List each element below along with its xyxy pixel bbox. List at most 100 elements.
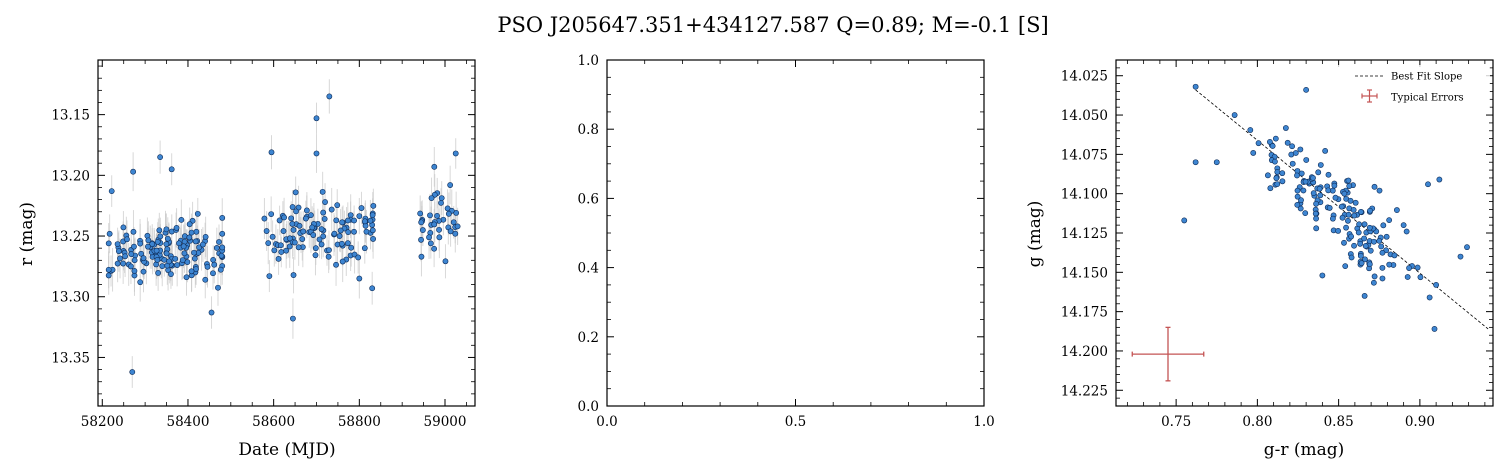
r-mag-point <box>344 240 351 247</box>
y-tick-label: 13.20 <box>51 168 90 184</box>
r-mag-point <box>211 261 218 268</box>
g-mag-point <box>1425 181 1431 188</box>
r-mag-point <box>418 219 425 226</box>
r-mag-point <box>216 239 222 245</box>
g-mag-point <box>1341 190 1348 197</box>
x-tick-label: 59000 <box>424 414 467 430</box>
light-curve-xlabel: Date (MJD) <box>238 440 335 460</box>
r-mag-point <box>213 245 220 251</box>
color-magnitude-ylabel: g (mag) <box>1025 201 1045 268</box>
g-mag-point <box>1464 244 1470 251</box>
g-mag-point <box>1312 210 1319 217</box>
r-mag-point <box>275 255 282 262</box>
g-mag-point <box>1279 170 1286 177</box>
r-mag-point <box>215 284 221 291</box>
g-mag-point <box>1361 293 1368 299</box>
r-mag-point <box>328 206 335 213</box>
g-mag-point <box>1347 197 1354 204</box>
r-mag-point <box>168 271 174 278</box>
x-tick-label: 0.90 <box>1405 414 1435 430</box>
r-mag-point <box>149 241 156 247</box>
r-mag-point <box>172 255 179 262</box>
r-mag-point <box>318 241 325 248</box>
g-mag-point <box>1362 243 1369 249</box>
g-mag-point <box>1361 235 1368 242</box>
g-mag-point <box>1351 212 1358 219</box>
g-mag-point <box>1370 279 1377 286</box>
r-mag-point <box>265 240 272 247</box>
r-mag-point <box>263 228 270 234</box>
axes-frame <box>606 59 985 407</box>
g-mag-point <box>1325 171 1332 178</box>
g-mag-point <box>1457 253 1464 260</box>
r-mag-point <box>268 211 275 218</box>
g-mag-point <box>1264 172 1271 179</box>
g-mag-point <box>1317 192 1324 199</box>
r-mag-point <box>369 212 376 218</box>
r-mag-point <box>164 235 171 242</box>
r-mag-point <box>308 212 314 219</box>
r-mag-point <box>117 255 123 262</box>
r-mag-point <box>291 239 298 246</box>
r-mag-point <box>434 212 440 219</box>
y-tick-label: 14.050 <box>1061 108 1108 124</box>
r-mag-point <box>131 268 138 274</box>
r-mag-point <box>208 309 215 316</box>
g-mag-point <box>1371 273 1378 280</box>
y-tick-label: 14.200 <box>1061 344 1108 360</box>
r-mag-point <box>337 227 344 234</box>
g-mag-point <box>1313 200 1319 207</box>
light-curve-points <box>105 79 461 388</box>
r-mag-point <box>163 250 170 257</box>
r-mag-point <box>176 240 182 247</box>
g-mag-point <box>1247 127 1254 133</box>
r-mag-point <box>320 233 327 240</box>
g-mag-point <box>1289 143 1295 150</box>
r-mag-point <box>450 219 457 226</box>
r-mag-point <box>331 230 338 237</box>
r-mag-point <box>193 266 199 272</box>
r-mag-point <box>419 227 426 233</box>
r-mag-point <box>438 195 445 201</box>
r-mag-point <box>108 188 115 195</box>
r-mag-point <box>283 247 290 254</box>
g-mag-point <box>1266 139 1273 145</box>
r-mag-point <box>367 217 374 224</box>
g-mag-point <box>1316 185 1323 192</box>
g-mag-point <box>1310 190 1317 197</box>
r-mag-point <box>178 216 185 223</box>
r-mag-point <box>204 263 211 270</box>
r-mag-point <box>351 228 357 235</box>
r-mag-point <box>345 229 352 236</box>
r-mag-point <box>115 248 122 255</box>
g-mag-point <box>1371 238 1377 245</box>
r-mag-point <box>312 245 319 252</box>
r-mag-point <box>130 228 137 235</box>
r-mag-point <box>161 256 168 263</box>
r-mag-point <box>186 221 193 228</box>
g-mag-point <box>1366 224 1373 231</box>
g-mag-point <box>1379 275 1386 282</box>
g-mag-point <box>1348 254 1355 261</box>
r-mag-point <box>105 240 112 247</box>
g-mag-point <box>1376 187 1383 194</box>
r-mag-point <box>120 260 127 267</box>
r-mag-point <box>312 252 319 259</box>
legend-entry-best-fit: Best Fit Slope <box>1391 72 1462 83</box>
g-mag-point <box>1393 207 1400 213</box>
x-tick-label: 0.80 <box>1242 414 1272 430</box>
r-mag-point <box>145 243 151 250</box>
g-mag-point <box>1274 169 1281 175</box>
r-mag-point <box>196 244 203 251</box>
r-mag-point <box>280 228 287 234</box>
r-mag-point <box>356 213 363 219</box>
r-mag-point <box>369 285 376 292</box>
r-mag-point <box>128 263 134 270</box>
x-tick-label: 0.75 <box>1161 414 1191 430</box>
r-mag-point <box>325 253 332 260</box>
r-mag-point <box>219 244 226 251</box>
g-mag-point <box>1313 225 1320 232</box>
legend: Best Fit Slope Typical Errors <box>1338 65 1490 108</box>
r-mag-point <box>351 217 358 224</box>
g-mag-point <box>1302 178 1309 185</box>
